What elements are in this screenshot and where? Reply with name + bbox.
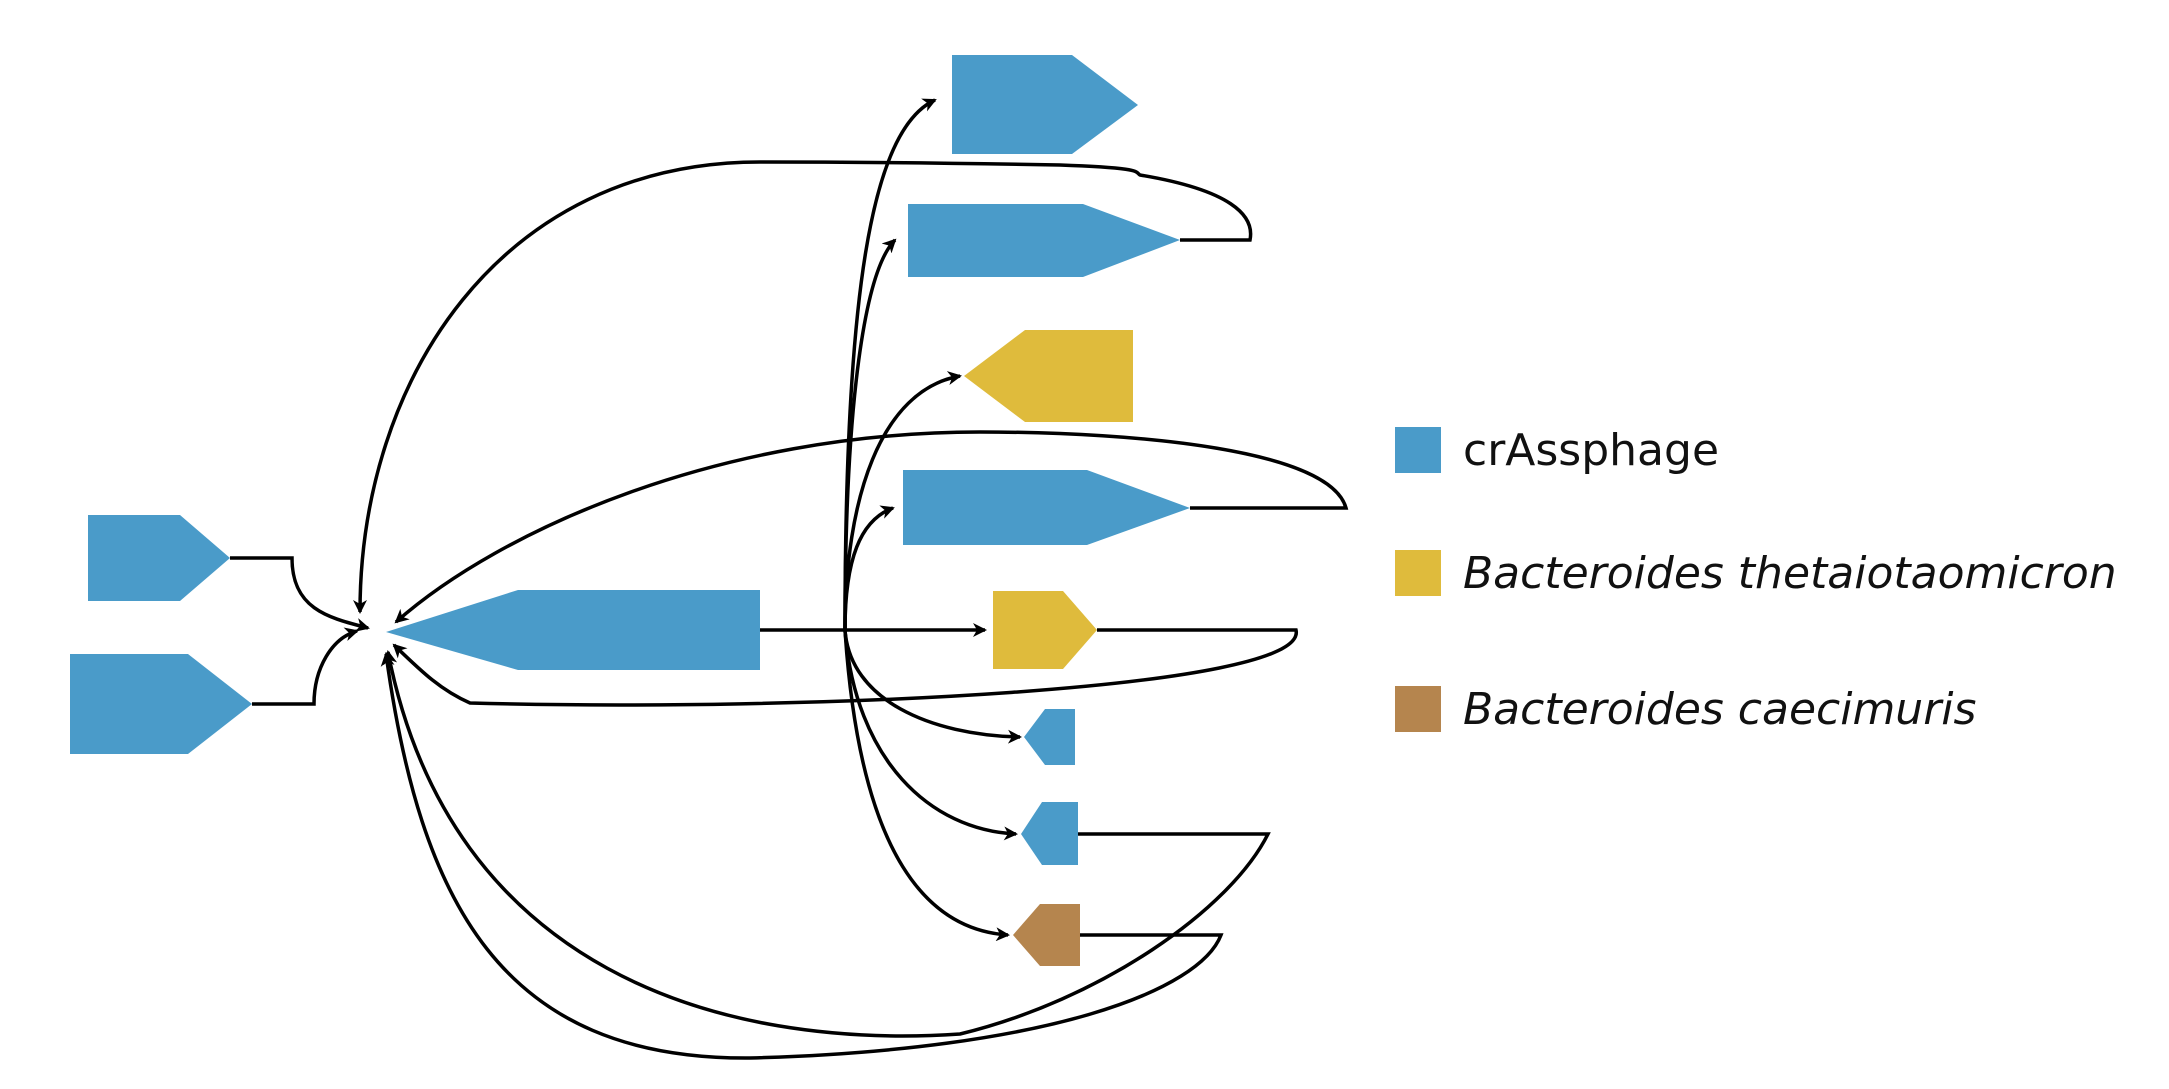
edge-hub-to-right-2 (843, 238, 897, 631)
legend-label-thetaiotaomicron: Bacteroides thetaiotaomicron (1463, 547, 2117, 599)
edge-right-4-feedback (394, 430, 1349, 624)
gene-right-8-caecimuris (1013, 904, 1080, 966)
edge-right-5-feedback (392, 628, 1298, 707)
legend-swatch-caecimuris (1395, 686, 1441, 732)
gene-left-top (88, 515, 230, 601)
legend-label-crassphage: crAssphage (1463, 424, 1720, 476)
gene-left-bottom (70, 654, 252, 754)
edge-right-2-feedback (353, 160, 1253, 614)
edge-left-top-to-hub (230, 556, 370, 632)
gene-central-hub (386, 590, 760, 670)
gene-right-7 (1021, 802, 1078, 865)
edge-left-bottom-to-hub (252, 627, 359, 706)
edge-hub-to-right-7 (843, 629, 1018, 841)
legend-label-caecimuris: Bacteroides caecimuris (1463, 683, 1977, 735)
gene-right-4 (903, 470, 1190, 545)
gene-shapes (70, 55, 1190, 966)
edge-right-7-feedback (383, 650, 1271, 1038)
legend-item-crassphage: crAssphage (1395, 424, 1720, 476)
legend-swatch-thetaiotaomicron (1395, 550, 1441, 596)
legend-swatch-crassphage (1395, 427, 1441, 473)
gene-right-3-theta (964, 330, 1133, 422)
edge-hub-to-right-4 (843, 505, 895, 631)
edge-hub-to-right-6 (843, 629, 1022, 744)
edge-hub-to-right-8 (843, 629, 1010, 942)
gene-right-2 (908, 204, 1180, 277)
edges (230, 98, 1349, 1060)
legend-item-thetaiotaomicron: Bacteroides thetaiotaomicron (1395, 547, 2117, 599)
gene-right-1 (952, 55, 1138, 154)
edge-right-8-feedback (380, 652, 1224, 1060)
legend-item-caecimuris: Bacteroides caecimuris (1395, 683, 1977, 735)
legend: crAssphage Bacteroides thetaiotaomicron … (1395, 0, 2155, 800)
gene-right-5-theta (993, 591, 1097, 669)
gene-right-6 (1024, 709, 1075, 765)
